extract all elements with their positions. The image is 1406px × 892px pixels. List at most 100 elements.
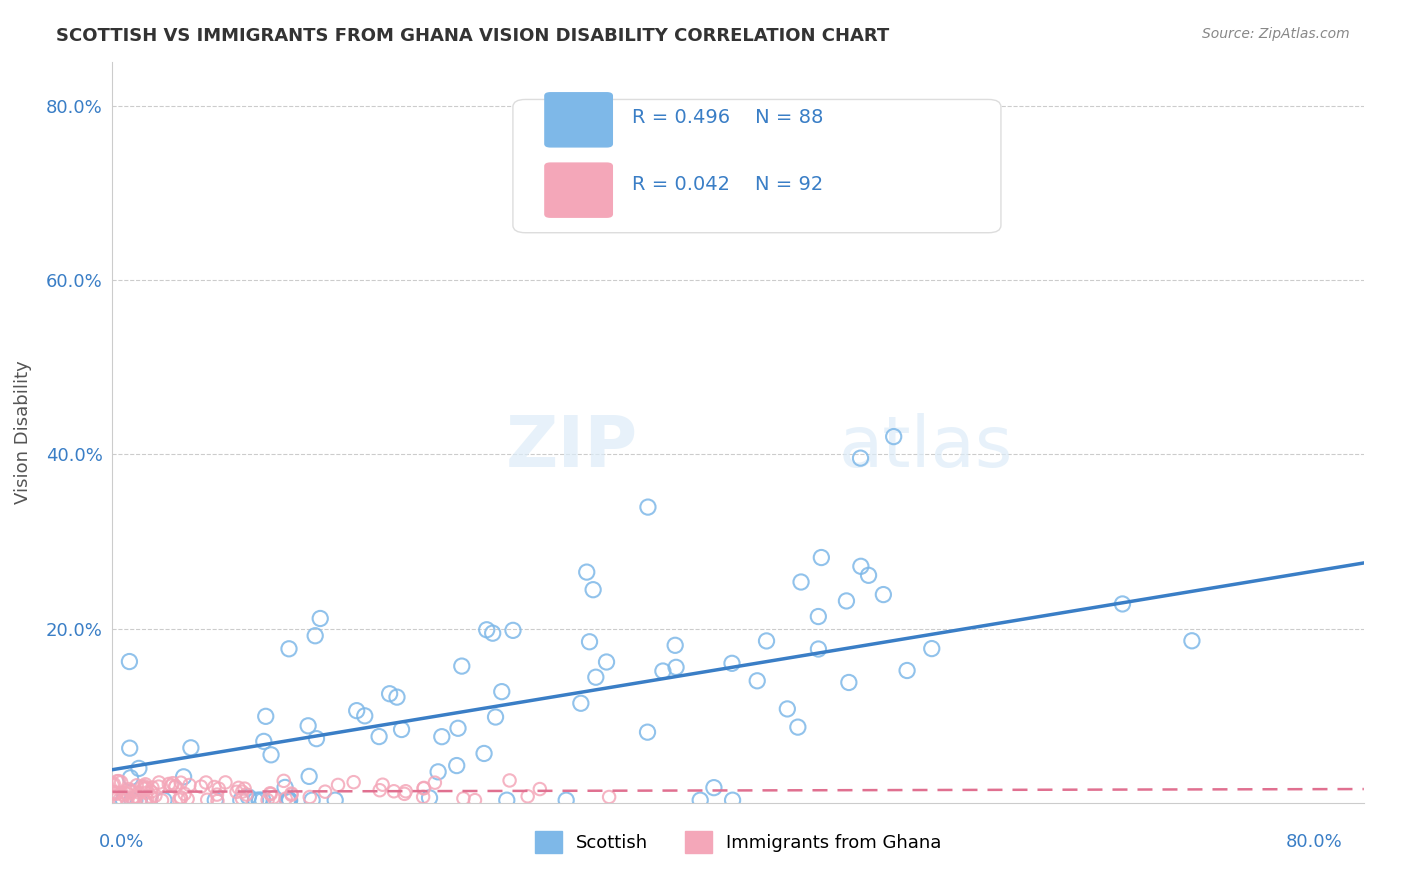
Point [117, 787, 139, 801]
Point [274, 791, 297, 805]
Point [165, 780, 187, 794]
Point [277, 793, 299, 807]
Point [120, 783, 142, 797]
Point [305, 731, 328, 746]
Point [835, 594, 858, 608]
Legend: Scottish, Immigrants from Ghana: Scottish, Immigrants from Ghana [527, 824, 949, 861]
Point [121, 793, 143, 807]
Point [103, 786, 125, 800]
Point [160, 779, 183, 793]
Point [135, 794, 157, 808]
Point [134, 779, 156, 793]
Point [141, 790, 163, 805]
Point [231, 784, 253, 798]
Point [259, 786, 281, 800]
Point [202, 780, 225, 794]
Point [896, 664, 918, 678]
Point [103, 785, 125, 799]
Point [423, 775, 446, 789]
Point [665, 660, 688, 674]
Point [132, 781, 155, 796]
Point [529, 782, 551, 797]
Point [472, 747, 495, 761]
Point [446, 758, 468, 772]
Text: Source: ZipAtlas.com: Source: ZipAtlas.com [1202, 27, 1350, 41]
Text: SCOTTISH VS IMMIGRANTS FROM GHANA VISION DISABILITY CORRELATION CHART: SCOTTISH VS IMMIGRANTS FROM GHANA VISION… [56, 27, 890, 45]
Point [721, 657, 744, 671]
Point [141, 780, 163, 795]
Point [128, 785, 150, 799]
Point [395, 784, 418, 798]
Point [103, 777, 125, 791]
Point [170, 791, 193, 805]
Point [464, 793, 486, 807]
Point [807, 609, 830, 624]
Point [112, 793, 135, 807]
Point [128, 794, 150, 808]
Point [139, 784, 162, 798]
Point [807, 642, 830, 657]
Point [450, 659, 472, 673]
Point [495, 793, 517, 807]
Point [233, 781, 256, 796]
Point [502, 624, 524, 638]
Point [368, 730, 391, 744]
Point [394, 787, 416, 801]
Point [298, 769, 321, 783]
Point [689, 793, 711, 807]
Point [169, 790, 191, 805]
Point [128, 793, 150, 807]
Point [637, 500, 659, 514]
Point [107, 774, 129, 789]
Point [1181, 633, 1204, 648]
Point [195, 775, 218, 789]
Point [382, 784, 405, 798]
Point [105, 787, 128, 801]
Point [484, 710, 506, 724]
Point [921, 641, 943, 656]
Point [165, 780, 187, 794]
Y-axis label: Vision Disability: Vision Disability [14, 360, 32, 505]
Point [134, 795, 156, 809]
Point [309, 611, 332, 625]
Point [838, 675, 860, 690]
Point [747, 673, 769, 688]
Point [148, 775, 170, 789]
Point [582, 582, 605, 597]
Point [595, 655, 617, 669]
Point [122, 794, 145, 808]
Point [253, 734, 276, 748]
Point [786, 720, 808, 734]
Point [371, 778, 394, 792]
Point [790, 574, 813, 589]
Point [413, 780, 436, 795]
Point [101, 778, 124, 792]
Point [637, 725, 659, 739]
Point [453, 791, 475, 805]
Point [343, 775, 366, 789]
Point [651, 664, 673, 678]
Point [277, 793, 299, 807]
Point [427, 764, 450, 779]
Point [125, 778, 148, 792]
Point [412, 781, 434, 796]
Point [755, 634, 778, 648]
Point [118, 741, 141, 756]
Point [173, 770, 195, 784]
Point [105, 774, 128, 789]
Point [131, 780, 153, 794]
Point [150, 793, 173, 807]
Point [252, 793, 274, 807]
Text: 80.0%: 80.0% [1286, 833, 1343, 851]
Point [122, 790, 145, 805]
Point [475, 623, 498, 637]
Point [204, 793, 226, 807]
Point [105, 792, 128, 806]
Point [1111, 597, 1133, 611]
Point [134, 777, 156, 791]
Point [516, 789, 538, 804]
Point [314, 785, 336, 799]
Point [228, 780, 250, 795]
Point [136, 792, 159, 806]
Point [872, 588, 894, 602]
